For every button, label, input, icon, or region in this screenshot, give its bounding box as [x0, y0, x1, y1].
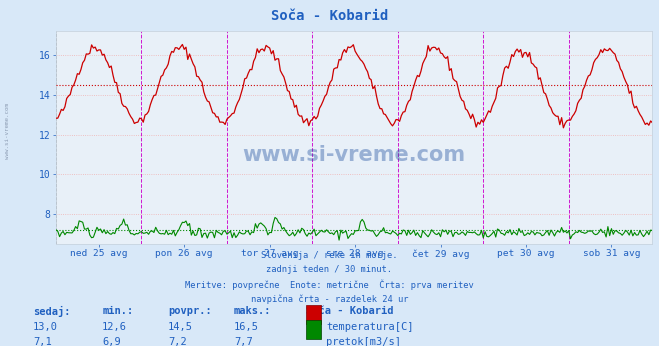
- Text: 12,6: 12,6: [102, 322, 127, 333]
- Text: min.:: min.:: [102, 306, 133, 316]
- Text: navpična črta - razdelek 24 ur: navpična črta - razdelek 24 ur: [251, 294, 408, 304]
- Text: zadnji teden / 30 minut.: zadnji teden / 30 minut.: [266, 265, 393, 274]
- Text: temperatura[C]: temperatura[C]: [326, 322, 414, 333]
- Text: 13,0: 13,0: [33, 322, 58, 333]
- Text: 7,2: 7,2: [168, 337, 186, 346]
- Text: Meritve: povprečne  Enote: metrične  Črta: prva meritev: Meritve: povprečne Enote: metrične Črta:…: [185, 280, 474, 290]
- Text: 7,7: 7,7: [234, 337, 252, 346]
- Text: maks.:: maks.:: [234, 306, 272, 316]
- Text: 14,5: 14,5: [168, 322, 193, 333]
- Text: Soča - Kobarid: Soča - Kobarid: [271, 9, 388, 22]
- Text: Soča - Kobarid: Soča - Kobarid: [306, 306, 394, 316]
- Text: sedaj:: sedaj:: [33, 306, 71, 317]
- Text: 16,5: 16,5: [234, 322, 259, 333]
- Text: Slovenija / reke in morje.: Slovenija / reke in morje.: [261, 251, 398, 260]
- Text: povpr.:: povpr.:: [168, 306, 212, 316]
- Text: 6,9: 6,9: [102, 337, 121, 346]
- Text: 7,1: 7,1: [33, 337, 51, 346]
- Text: www.si-vreme.com: www.si-vreme.com: [243, 145, 466, 165]
- Text: www.si-vreme.com: www.si-vreme.com: [5, 103, 11, 160]
- Text: pretok[m3/s]: pretok[m3/s]: [326, 337, 401, 346]
